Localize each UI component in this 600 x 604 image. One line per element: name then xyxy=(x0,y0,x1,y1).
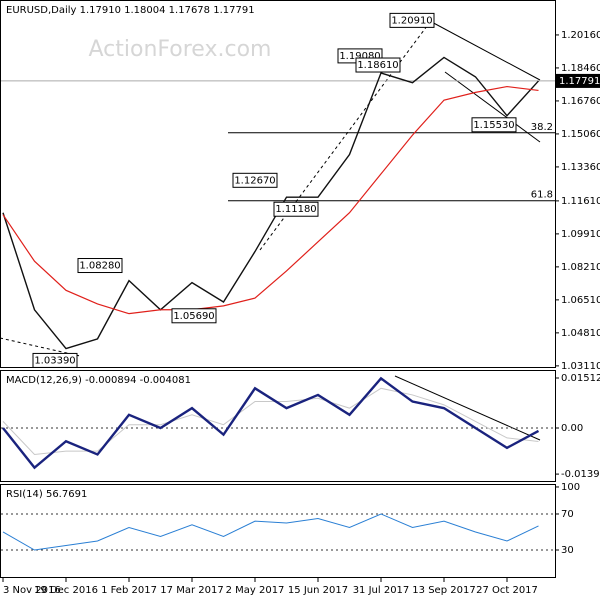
rsi-frame xyxy=(0,484,556,578)
y-tick-label: 1.08210 xyxy=(561,262,600,273)
price-annotation-box xyxy=(171,308,217,324)
series-line xyxy=(2,56,540,350)
y-tick-label: -0.013938 xyxy=(561,469,600,480)
y-tick-label: 1.11610 xyxy=(561,196,600,207)
x-tick-label: 1 Feb 2017 xyxy=(101,585,157,596)
x-tick-label: 27 Oct 2017 xyxy=(476,585,538,596)
trend-line xyxy=(427,19,541,81)
price-annotation-box xyxy=(77,258,123,274)
y-tick-label: 1.04810 xyxy=(561,328,600,339)
trend-line xyxy=(444,71,541,143)
price-annotation-box xyxy=(355,57,401,73)
price-annotation: 1.19080 xyxy=(339,51,380,62)
macd-title: MACD(12,26,9) -0.000894 -0.004081 xyxy=(6,375,191,386)
price-annotation-box xyxy=(471,117,517,133)
series-line xyxy=(2,85,539,315)
rsi-title: RSI(14) 56.7691 xyxy=(6,489,87,500)
x-tick-label: 13 Sep 2017 xyxy=(412,585,475,596)
price-annotation: 1.18610 xyxy=(357,60,398,71)
series-line xyxy=(2,513,539,551)
y-tick-label: 1.15060 xyxy=(561,129,600,140)
price-annotation-box xyxy=(273,201,319,217)
price-frame xyxy=(0,0,556,368)
price-annotation: 1.08280 xyxy=(79,261,120,272)
price-annotation-box xyxy=(32,352,78,368)
x-tick-label: 2 May 2017 xyxy=(226,585,285,596)
last-price-box xyxy=(556,73,600,88)
x-tick-label: 17 Mar 2017 xyxy=(160,585,223,596)
y-tick-label: 70 xyxy=(561,509,574,520)
price-annotation-box xyxy=(389,12,435,28)
price-title: EURUSD,Daily 1.17910 1.18004 1.17678 1.1… xyxy=(6,5,255,16)
price-annotation: 1.15530 xyxy=(473,120,514,131)
watermark: ActionForex.com xyxy=(89,37,272,62)
price-annotation: 1.12670 xyxy=(234,175,275,186)
price-annotation: 1.05690 xyxy=(173,311,214,322)
y-tick-label: 30 xyxy=(561,545,574,556)
x-tick-label: 31 Jul 2017 xyxy=(353,585,410,596)
series-line xyxy=(2,376,540,470)
x-tick-label: 3 Nov 2016 xyxy=(3,585,61,596)
macd-frame xyxy=(0,370,556,482)
price-annotation-box xyxy=(232,172,278,188)
last-price-label: 1.17791 xyxy=(559,76,600,87)
y-tick-label: 0.01512 xyxy=(561,373,600,384)
price-annotation: 1.20910 xyxy=(391,15,432,26)
y-tick-label: 0.00 xyxy=(561,423,583,434)
price-annotation: 1.11180 xyxy=(275,204,316,215)
trend-line xyxy=(394,375,541,441)
y-tick-label: 1.13360 xyxy=(561,162,600,173)
y-tick-label: 1.18460 xyxy=(561,63,600,74)
y-tick-label: 1.16760 xyxy=(561,96,600,107)
fib-label: 38.2 xyxy=(531,122,553,133)
y-tick-label: 1.03110 xyxy=(561,361,600,372)
fib-label: 61.8 xyxy=(531,190,553,201)
y-tick-label: 100 xyxy=(561,482,580,493)
price-annotation: 1.03390 xyxy=(34,355,75,366)
x-tick-label: 19 Dec 2016 xyxy=(34,585,98,596)
y-tick-label: 1.06510 xyxy=(561,295,600,306)
y-tick-label: 1.20160 xyxy=(561,30,600,41)
x-tick-label: 15 Jun 2017 xyxy=(288,585,348,596)
y-tick-label: 1.09910 xyxy=(561,229,600,240)
